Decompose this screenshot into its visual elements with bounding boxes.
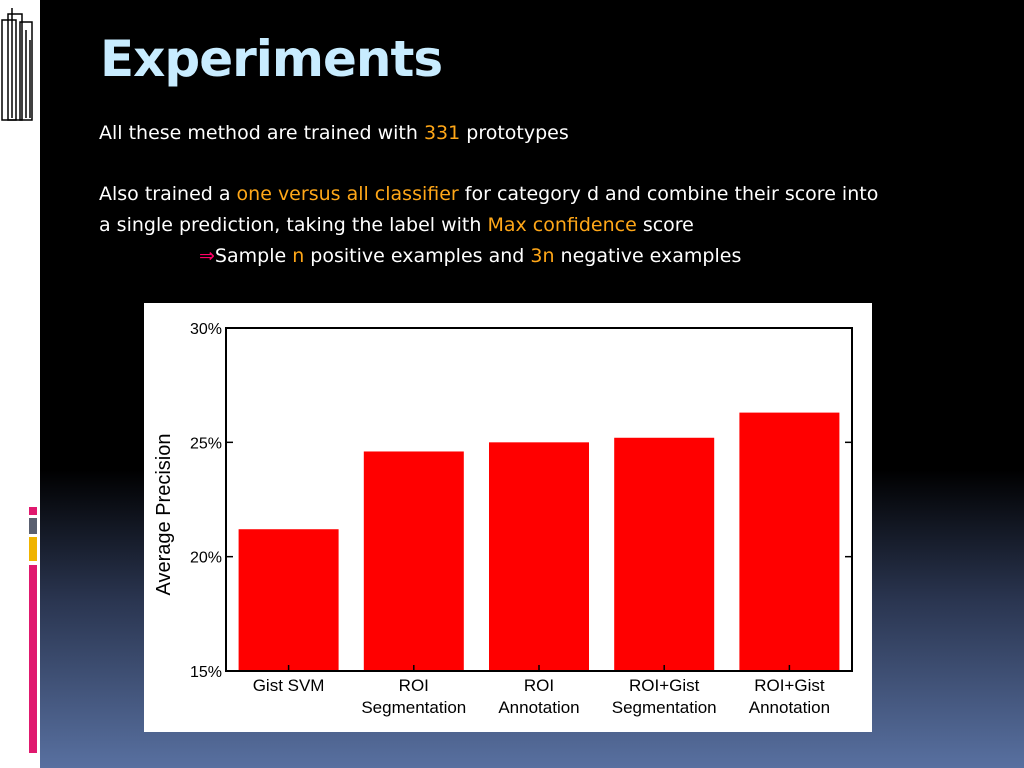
text-line4-e: negative examples: [554, 245, 742, 267]
x-tick-label: Gist SVM: [253, 676, 325, 695]
implies-arrow-icon: ⇒: [199, 245, 215, 267]
text-line2-c: for category d and combine their score i…: [458, 183, 879, 205]
x-tick-label: Segmentation: [612, 698, 717, 717]
x-tick-label: ROI: [399, 676, 429, 695]
accent-bar-yellow: [29, 537, 37, 561]
text-line-classifier: Also trained a one versus all classifier…: [99, 179, 878, 209]
text-line-sampling: ⇒Sample n positive examples and 3n negat…: [199, 241, 741, 271]
text-line1-a: All these method are trained with: [99, 122, 424, 144]
accent-bar-pink-long: [29, 565, 37, 753]
y-tick-label: 25%: [190, 435, 222, 452]
x-tick-label: ROI+Gist: [754, 676, 825, 695]
frame-lines-decoration: [1, 8, 33, 121]
bar-0: [238, 529, 339, 671]
chart-panel: Gist SVM ROI Segmentation ROI Annotation ROI+…: [144, 303, 872, 732]
x-tick-label: Annotation: [498, 698, 579, 717]
highlight-331: 331: [423, 122, 461, 144]
bar-chart: Gist SVM ROI Segmentation ROI Annotation ROI+…: [153, 321, 853, 717]
text-line-prediction: a single prediction, taking the label wi…: [99, 210, 694, 240]
text-line3-c: score: [636, 214, 694, 236]
text-line1-c: prototypes: [460, 122, 569, 144]
text-line4-a: Sample: [214, 245, 293, 267]
x-tick-label: ROI: [524, 676, 554, 695]
text-line4-c: positive examples and: [304, 245, 531, 267]
y-axis-label: Average Precision: [153, 434, 175, 596]
text-line-prototypes: All these method are trained with 331 pr…: [99, 118, 569, 148]
highlight-n: n: [292, 245, 305, 267]
y-tick-label: 15%: [190, 664, 222, 681]
x-tick-label: Segmentation: [361, 698, 466, 717]
y-tick-label: 30%: [190, 321, 222, 338]
bar-1: [363, 451, 464, 671]
accent-bar-pink: [29, 507, 37, 515]
highlight-one-versus-all: one versus all classifier: [236, 183, 459, 205]
accent-bar-gray: [29, 518, 37, 534]
highlight-max-confidence: Max confidence: [487, 214, 637, 236]
slide-title: Experiments: [100, 30, 443, 88]
y-tick-label: 20%: [190, 550, 222, 567]
highlight-3n: 3n: [530, 245, 555, 267]
bar-4: [739, 412, 840, 671]
text-line3-a: a single prediction, taking the label wi…: [99, 214, 488, 236]
text-line2-a: Also trained a: [99, 183, 237, 205]
x-tick-label: Annotation: [749, 698, 830, 717]
bar-2: [489, 442, 589, 671]
x-tick-label: ROI+Gist: [629, 676, 700, 695]
bar-3: [614, 437, 715, 671]
